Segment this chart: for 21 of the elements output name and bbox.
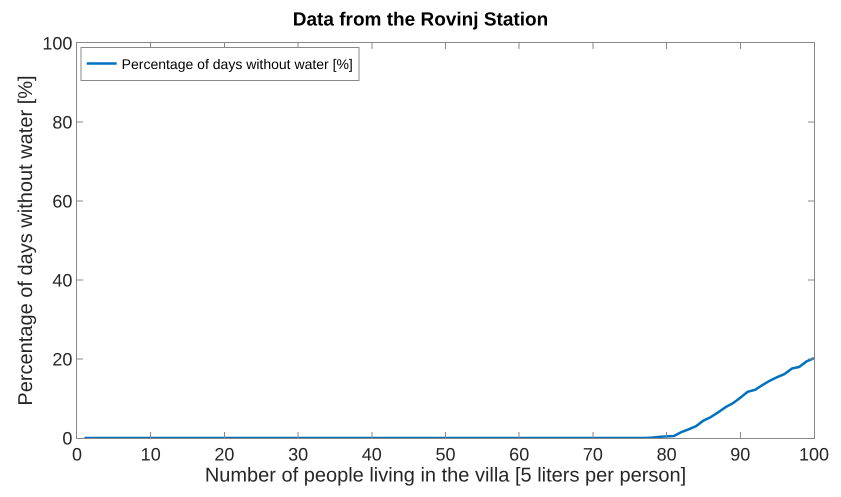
x-tick-label: 50 [435, 444, 456, 465]
x-tick-label: 100 [798, 444, 830, 465]
x-tick-label: 70 [582, 444, 603, 465]
y-tick-label: 100 [42, 33, 72, 54]
x-tick-label: 10 [140, 444, 161, 465]
x-tick-label: 20 [214, 444, 234, 465]
y-axis-title: Percentage of days without water [%] [14, 75, 37, 406]
legend-label: Percentage of days without water [%] [122, 56, 353, 72]
x-tick-label: 30 [288, 444, 308, 465]
y-tick-label: 20 [52, 349, 72, 370]
chart-title: Data from the Rovinj Station [292, 10, 548, 31]
y-tick-label: 80 [52, 112, 72, 132]
x-tick-label: 60 [509, 444, 530, 465]
x-tick-label: 40 [362, 444, 382, 465]
x-tick-label: 80 [656, 444, 677, 465]
y-tick-label: 40 [52, 270, 72, 290]
x-axis-title: Number of people living in the villa [5 liters per person] [204, 464, 686, 487]
y-tick-label: 0 [62, 428, 72, 448]
line-series [83, 356, 814, 438]
x-tick-label: 90 [730, 444, 750, 465]
y-tick-label: 60 [52, 191, 72, 212]
